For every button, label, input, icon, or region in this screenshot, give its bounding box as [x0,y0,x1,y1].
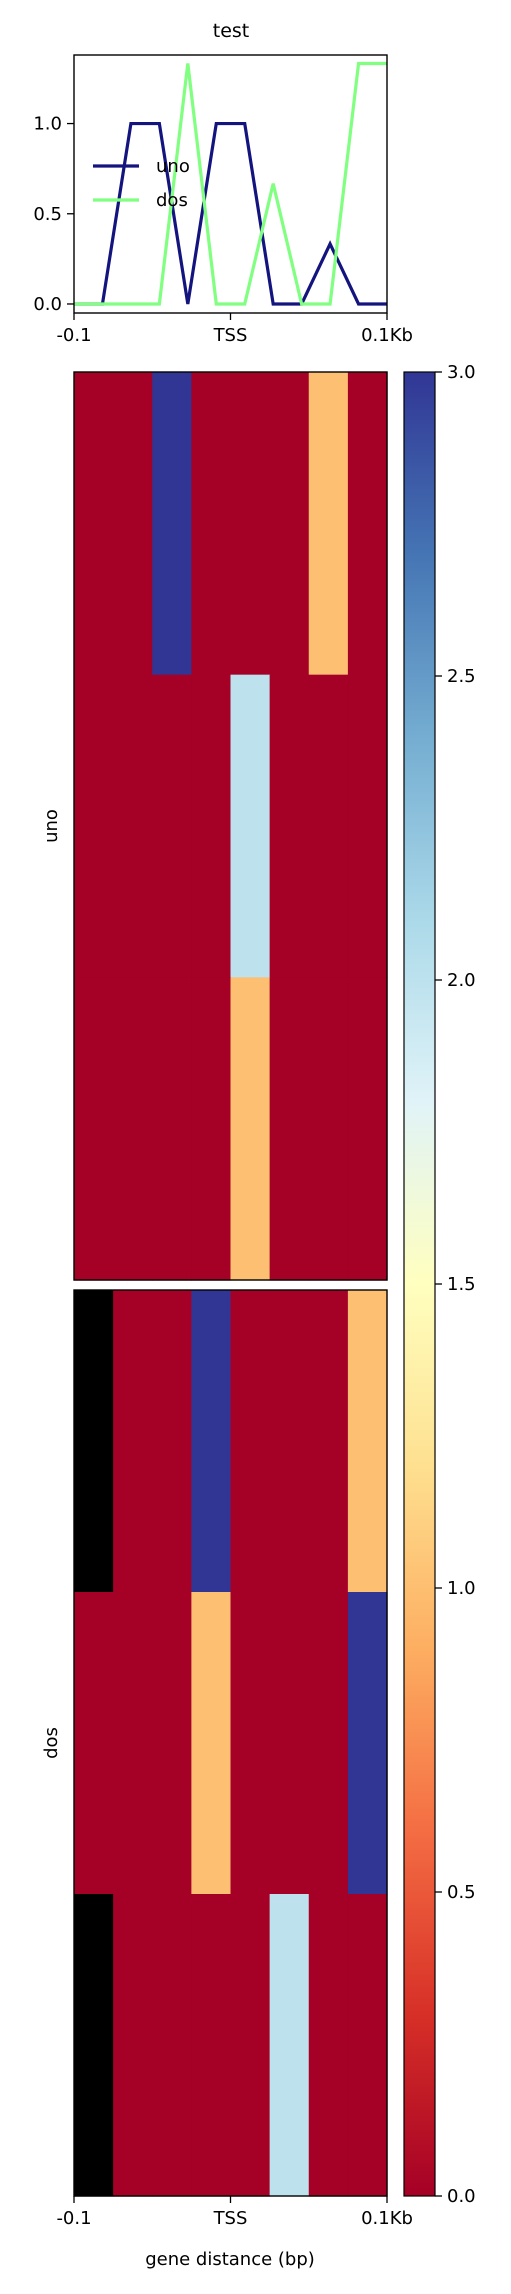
heatmap-uno-ylabel: uno [41,809,62,843]
colorbar-tick-label: 2.5 [447,666,476,687]
heatmap-dos: dos -0.1 TSS 0.1Kb gene distance (bp) [41,1290,413,2270]
colorbar-tick-label: 2.0 [447,970,476,991]
heatmap-cell [348,1290,388,1593]
heatmap-cell [309,1592,349,1895]
colorbar-tick-label: 0.0 [447,2186,476,2207]
heatmap-cell [191,1290,231,1593]
colorbar-tick-label: 0.5 [447,1882,476,1903]
heatmap-cell [191,675,231,978]
heatmap-cell [74,372,114,675]
heatmap-cell [74,1592,114,1895]
heatmap-cell [152,1592,192,1895]
profile-x-ticks: -0.1 TSS 0.1Kb [56,313,412,346]
heatmap-cell [231,675,271,978]
heatmap-cell [348,372,388,675]
colorbar-tick-label: 1.0 [447,1578,476,1599]
heatmap-cell [152,372,192,675]
heatmap-cell [348,1592,388,1895]
heatmap-cell [270,372,310,675]
legend-label-dos: dos [156,190,188,211]
heatmap-cell [113,1290,153,1593]
heatmap-cell [113,372,153,675]
heatmap-cell [348,675,388,978]
heatmap-cell [152,675,192,978]
heatmap-cell [191,1894,231,2197]
heatmap-cell [152,977,192,1280]
profile-plot: test 0.0 0.5 1.0 -0.1 TSS 0.1Kb uno dos [33,20,413,346]
heatmap-cell [270,1290,310,1593]
profile-lines [74,63,387,304]
y-tick-label: 0.0 [33,294,62,315]
heatmap-cell [74,1894,114,2197]
heatmap-cell [113,977,153,1280]
profile-legend: uno dos [93,156,190,211]
heatmap-dos-ylabel: dos [41,1727,62,1759]
y-tick-label: 0.5 [33,204,62,225]
heatmap-cell [231,977,271,1280]
legend-label-uno: uno [156,156,190,177]
heatmap-cell [309,675,349,978]
heatmap-cell [74,675,114,978]
heatmap-cell [270,977,310,1280]
x-axis-label: gene distance (bp) [145,2249,315,2270]
profile-y-ticks: 0.0 0.5 1.0 [33,114,74,315]
heatmap-cell [191,372,231,675]
heatmap-cell [231,372,271,675]
heatmap-uno: uno [41,372,388,1281]
profile-x-tick-label: TSS [213,325,248,346]
heatmap-cell [74,977,114,1280]
profile-title: test [213,20,250,42]
heatmap-cell [309,1894,349,2197]
heatmap-cell [191,977,231,1280]
y-tick-label: 1.0 [33,114,62,135]
heatmap-uno-cells [74,372,388,1281]
heatmap-cell [152,1290,192,1593]
heatmap-cell [113,675,153,978]
heatmap-cell [309,1290,349,1593]
heatmap-cell [231,1592,271,1895]
heatmap-cell [309,977,349,1280]
heatmap-cell [309,372,349,675]
heatmap-cell [231,1290,271,1593]
colorbar-tick-label: 3.0 [447,362,476,383]
profile-x-tick-label: -0.1 [56,325,91,346]
heatmap-cell [348,977,388,1280]
heatmap-x-tick-label: -0.1 [56,2208,91,2229]
heatmap-cell [270,1894,310,2197]
colorbar-gradient [404,372,435,2196]
colorbar: 0.0 0.5 1.0 1.5 2.0 2.5 3.0 [404,362,476,2207]
heatmap-x-ticks: -0.1 TSS 0.1Kb [56,2196,412,2229]
heatmap-cell [113,1592,153,1895]
heatmap-x-tick-label: 0.1Kb [361,2208,413,2229]
heatmap-cell [348,1894,388,2197]
heatmap-cell [113,1894,153,2197]
heatmap-dos-cells [74,1290,388,2197]
heatmap-cell [152,1894,192,2197]
heatmap-cell [270,675,310,978]
heatmap-cell [270,1592,310,1895]
colorbar-tick-label: 1.5 [447,1274,476,1295]
heatmap-cell [231,1894,271,2197]
profile-x-tick-label: 0.1Kb [361,325,413,346]
heatmap-cell [74,1290,114,1593]
heatmap-x-tick-label: TSS [213,2208,248,2229]
heatmap-cell [191,1592,231,1895]
colorbar-ticks: 0.0 0.5 1.0 1.5 2.0 2.5 3.0 [435,362,476,2207]
